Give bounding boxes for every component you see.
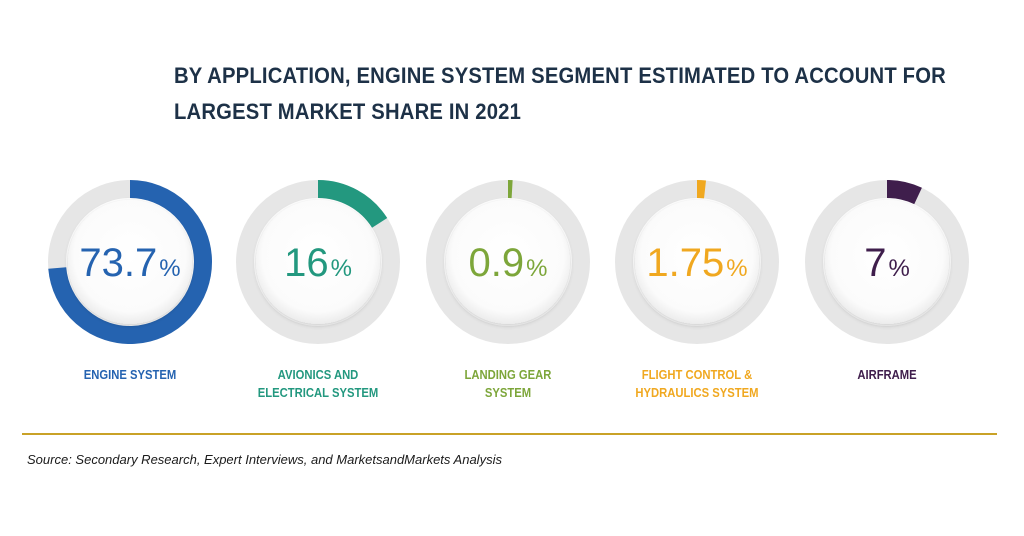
donut-chart-row: 73.7% 16% 0.9% 1.75% 7% bbox=[48, 180, 969, 344]
donut-center-engine-system bbox=[68, 200, 192, 324]
donut-slice-avionics bbox=[317, 180, 388, 228]
value-label-flight-control: 1.75% bbox=[646, 241, 747, 285]
category-label-engine-system: ENGINE SYSTEM bbox=[83, 368, 177, 382]
value-label-landing-gear: 0.9% bbox=[469, 241, 548, 285]
category-label-avionics: AVIONICS AND ELECTRICAL SYSTEM bbox=[257, 368, 379, 400]
donut-center-airframe bbox=[825, 200, 949, 324]
value-label-engine-system: 73.7% bbox=[79, 241, 180, 285]
category-label-airframe: AIRFRAME bbox=[857, 368, 917, 382]
donut-center-flight-control bbox=[635, 200, 759, 324]
donut-center-landing-gear bbox=[446, 200, 570, 324]
category-label-landing-gear: LANDING GEAR SYSTEM bbox=[464, 368, 552, 400]
value-label-avionics: 16% bbox=[284, 241, 352, 285]
chart-title-line-2: LARGEST MARKET SHARE IN 2021 bbox=[174, 99, 522, 124]
donut-slice-airframe bbox=[886, 180, 922, 205]
chart-title-line-1: BY APPLICATION, ENGINE SYSTEM SEGMENT ES… bbox=[174, 63, 946, 88]
chart-title: BY APPLICATION, ENGINE SYSTEM SEGMENT ES… bbox=[174, 58, 946, 130]
donut-center-avionics bbox=[256, 200, 380, 324]
source-divider bbox=[22, 433, 997, 435]
source-note: Source: Secondary Research, Expert Inter… bbox=[27, 452, 502, 467]
donut-slice-engine-system bbox=[48, 180, 212, 344]
value-label-airframe: 7% bbox=[864, 241, 910, 285]
category-label-flight-control: FLIGHT CONTROL & HYDRAULICS SYSTEM bbox=[635, 368, 759, 400]
